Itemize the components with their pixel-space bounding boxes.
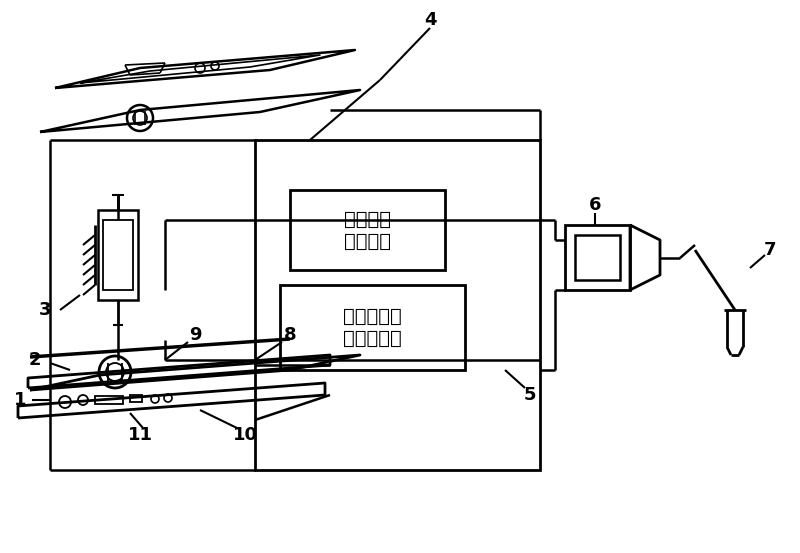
Text: 4: 4	[424, 11, 436, 29]
Bar	[98, 210, 138, 300]
Text: 11: 11	[127, 426, 153, 444]
Bar	[130, 395, 142, 402]
Text: 2: 2	[29, 351, 42, 369]
Text: 7: 7	[764, 241, 776, 259]
Text: 10: 10	[233, 426, 258, 444]
Bar	[290, 190, 445, 270]
Bar	[255, 140, 540, 470]
Text: 6: 6	[589, 196, 602, 214]
Text: 9: 9	[189, 326, 202, 344]
Text: 1: 1	[14, 391, 26, 409]
Text: 5: 5	[524, 386, 536, 404]
Text: 8: 8	[284, 326, 296, 344]
Bar	[103, 220, 133, 290]
Text: 平台运动控
制驱动电路: 平台运动控 制驱动电路	[343, 307, 402, 348]
Bar	[280, 285, 465, 370]
Bar	[565, 225, 630, 290]
Bar	[575, 235, 620, 280]
Text: 邦头控制
驱动电路: 邦头控制 驱动电路	[344, 210, 391, 251]
Text: 3: 3	[38, 301, 51, 319]
Bar	[95, 396, 123, 404]
